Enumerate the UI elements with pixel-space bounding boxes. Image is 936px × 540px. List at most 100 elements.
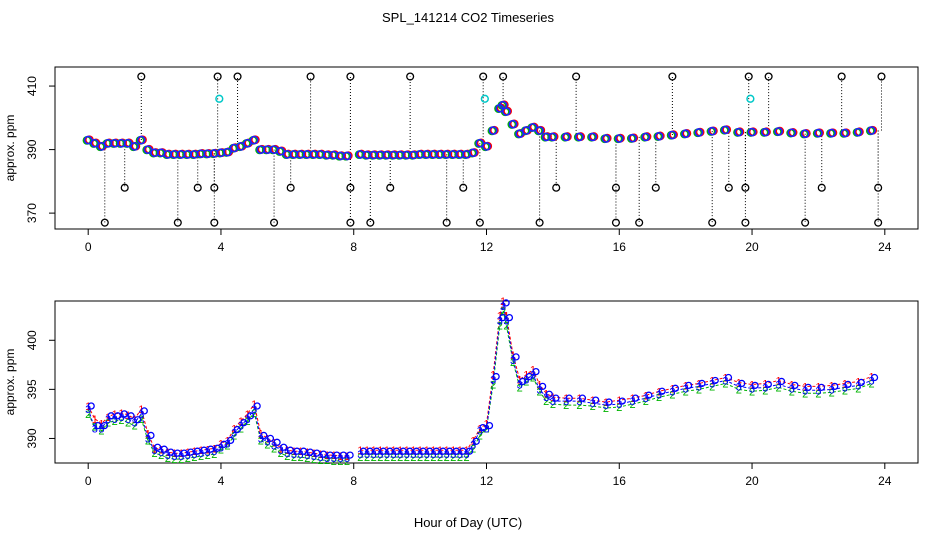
series-marker-2-77: 3 xyxy=(629,396,635,408)
series-line-0 xyxy=(360,300,872,451)
series-marker-2-11: 3 xyxy=(158,447,164,459)
y-tick-label-0-0: 370 xyxy=(25,203,39,223)
series-marker-1-15: 2 xyxy=(185,453,191,465)
spike-point-39 xyxy=(837,72,846,81)
series-circle-0 xyxy=(87,402,95,410)
series-marker-2-88: 3 xyxy=(776,379,782,391)
series-marker-1-91: 2 xyxy=(815,388,821,400)
series-circle-6 xyxy=(127,412,135,420)
series-circle-86 xyxy=(751,381,759,390)
series-marker-1-6: 2 xyxy=(125,418,131,430)
series-marker-1-18: 2 xyxy=(205,450,211,462)
series-marker-1-7: 2 xyxy=(132,421,138,433)
series-marker-2-65: 3 xyxy=(510,355,516,367)
series-marker-1-59: 2 xyxy=(477,431,483,443)
series-circle-27 xyxy=(266,434,275,443)
series-marker-1-55: 2 xyxy=(450,452,456,464)
series-marker-1-81: 2 xyxy=(683,386,689,398)
series-circle-87 xyxy=(764,380,772,389)
series-marker-2-87: 3 xyxy=(762,382,768,394)
series-marker-1-66: 2 xyxy=(517,382,523,394)
series-marker-1-39: 2 xyxy=(344,456,350,468)
series-circle-94 xyxy=(857,378,865,387)
y-tick-label-1-1: 395 xyxy=(25,379,39,399)
series-marker-1-89: 2 xyxy=(789,386,795,398)
series-marker-2-62: 3 xyxy=(497,316,503,328)
x-tick-label-1-3: 12 xyxy=(480,474,494,488)
series-marker-1-34: 2 xyxy=(311,454,317,466)
series-marker-2-41: 3 xyxy=(357,449,363,461)
co2-point-2-78 xyxy=(641,132,651,142)
series-marker-2-13: 3 xyxy=(171,451,177,463)
series-marker-2-51: 3 xyxy=(424,449,430,461)
spike-point-27 xyxy=(611,183,620,192)
spike-point-0 xyxy=(100,218,109,227)
series-marker-2-9: 3 xyxy=(145,433,151,445)
series-marker-1-72: 2 xyxy=(563,400,569,412)
series-marker-1-22: 2 xyxy=(231,431,237,443)
series-circle-9 xyxy=(147,431,155,440)
series-circle-76 xyxy=(618,397,626,405)
series-marker-1-21: 2 xyxy=(225,440,231,452)
series-marker-2-92: 3 xyxy=(829,384,835,396)
series-marker-2-72: 3 xyxy=(563,396,569,408)
series-marker-2-39: 3 xyxy=(344,453,350,465)
y-tick-label-1-0: 390 xyxy=(25,428,39,448)
series-marker-2-78: 3 xyxy=(643,393,649,405)
series-marker-1-27: 2 xyxy=(264,439,270,451)
series-marker-1-76: 2 xyxy=(616,402,622,414)
series-marker-1-16: 2 xyxy=(191,452,197,464)
series-marker-1-71: 2 xyxy=(550,399,556,411)
series-circle-35 xyxy=(319,450,328,458)
reference-point-1 xyxy=(480,94,489,103)
series-circle-75 xyxy=(605,398,613,406)
series-marker-1-46: 2 xyxy=(390,452,396,464)
series-circle-58 xyxy=(472,437,480,445)
series-marker-2-36: 3 xyxy=(324,453,330,465)
series-marker-2-93: 3 xyxy=(842,382,848,394)
series-marker-2-43: 3 xyxy=(371,449,377,461)
series-marker-2-61: 3 xyxy=(490,375,496,387)
spike-point-4 xyxy=(193,183,202,192)
co2-point-2-87 xyxy=(760,127,770,137)
series-marker-2-46: 3 xyxy=(390,449,396,461)
series-marker-1-85: 2 xyxy=(736,384,742,396)
co2-point-2-25 xyxy=(249,135,259,145)
series-circle-84 xyxy=(724,373,733,382)
series-marker-2-53: 3 xyxy=(437,449,443,461)
series-marker-1-64: 2 xyxy=(503,321,509,333)
series-circle-92 xyxy=(831,382,839,391)
spike-point-5 xyxy=(210,218,219,227)
co2-point-2-79 xyxy=(654,131,664,141)
x-tick-label-0-1: 4 xyxy=(218,240,225,254)
spike-point-24 xyxy=(552,183,561,192)
series-marker-2-49: 3 xyxy=(410,449,416,461)
series-marker-1-67: 2 xyxy=(523,377,529,389)
x-tick-label-0-3: 12 xyxy=(480,240,494,254)
spike-point-14 xyxy=(346,72,355,81)
series-circle-22 xyxy=(233,425,241,434)
series-marker-1-2: 2 xyxy=(98,426,104,438)
series-marker-2-89: 3 xyxy=(789,383,795,395)
spike-point-17 xyxy=(406,72,415,81)
co2-point-2-61 xyxy=(488,126,498,135)
series-marker-1-78: 2 xyxy=(643,396,649,408)
co2-point-2-69 xyxy=(535,126,545,135)
spike-point-12 xyxy=(346,218,355,227)
series-marker-2-66: 3 xyxy=(517,379,523,391)
series-marker-1-93: 2 xyxy=(842,385,848,397)
series-marker-2-5: 3 xyxy=(118,412,124,424)
series-marker-1-70: 2 xyxy=(543,396,549,408)
co2-point-2-94 xyxy=(853,127,863,137)
series-marker-1-87: 2 xyxy=(762,385,768,397)
series-marker-2-63: 3 xyxy=(500,301,506,313)
series-marker-1-45: 2 xyxy=(384,452,390,464)
series-marker-1-52: 2 xyxy=(430,452,436,464)
series-marker-2-4: 3 xyxy=(112,414,118,426)
series-marker-1-73: 2 xyxy=(576,400,582,412)
spike-point-32 xyxy=(724,183,733,192)
series-marker-2-73: 3 xyxy=(576,396,582,408)
series-marker-2-32: 3 xyxy=(298,449,304,461)
